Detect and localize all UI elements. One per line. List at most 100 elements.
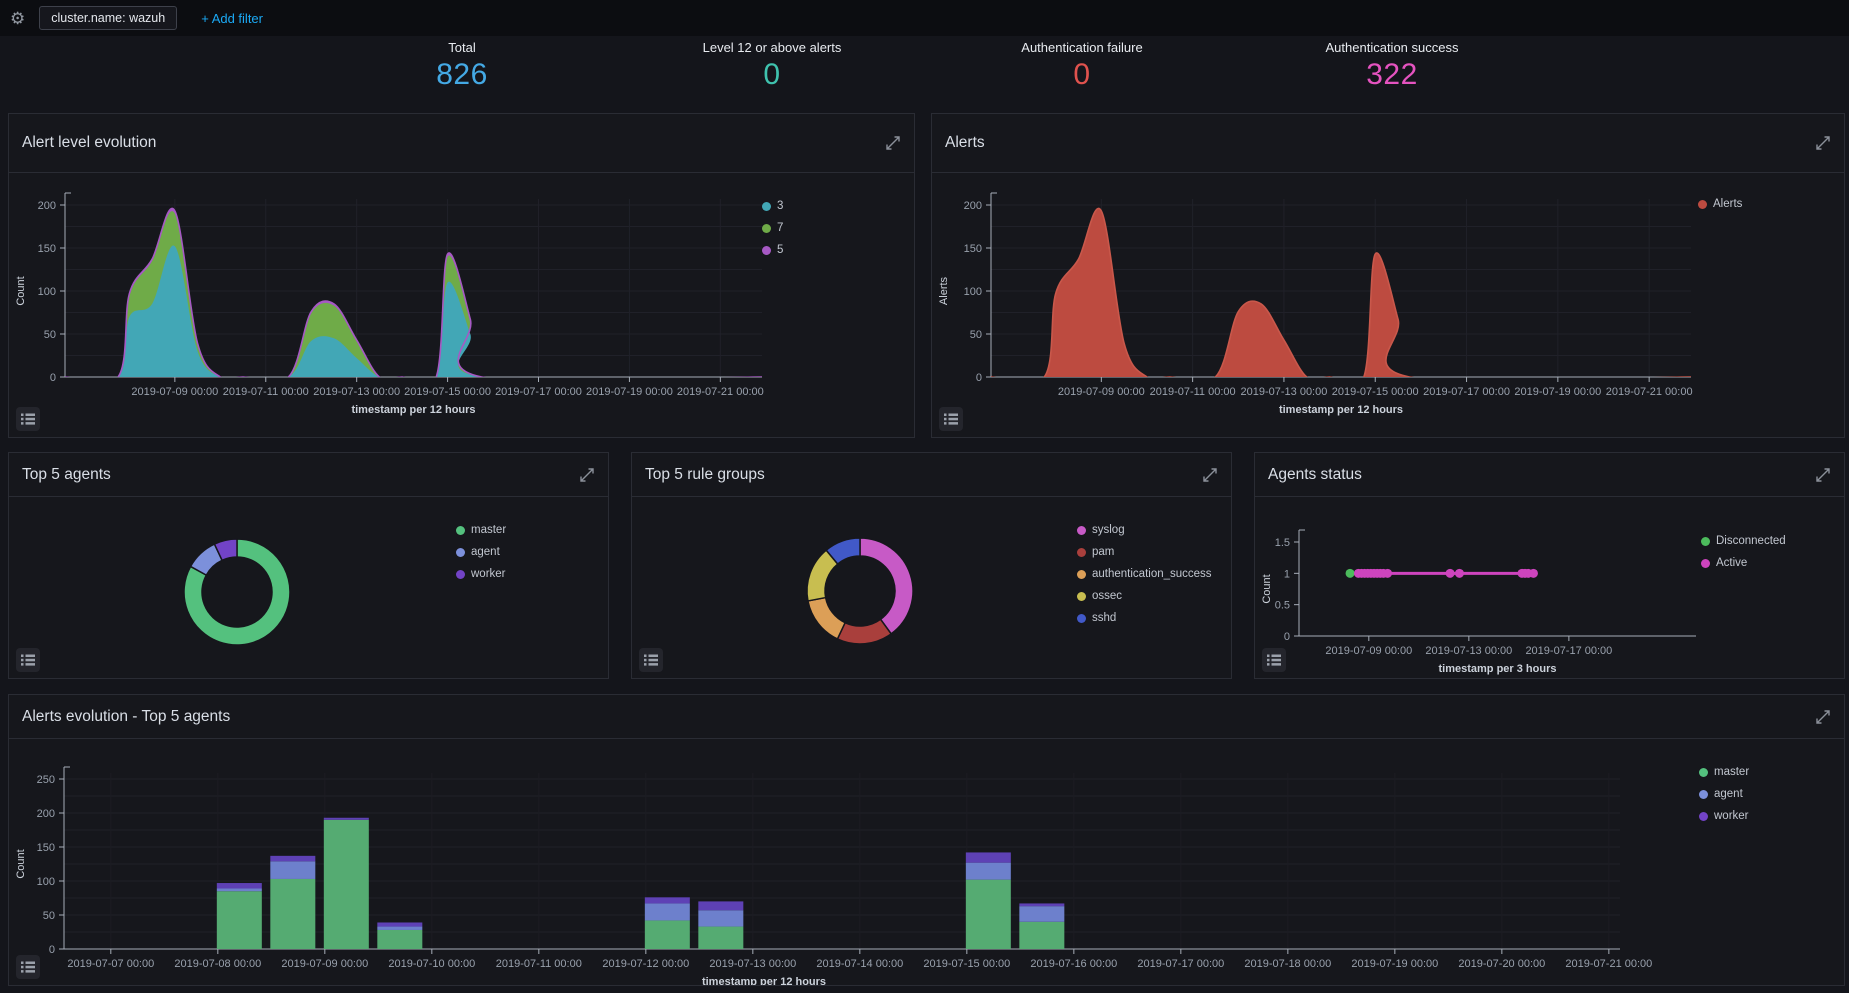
svg-text:Count: Count [1261, 574, 1273, 603]
legend-item[interactable]: master [1699, 761, 1749, 783]
legend-item[interactable]: authentication_success [1077, 563, 1212, 585]
legend-item[interactable]: Alerts [1698, 193, 1742, 215]
expand-panel-icon[interactable] [884, 134, 902, 152]
panel-agents-status: Agents status 2019-07-09 00:00 2019-07-13… [1254, 452, 1845, 679]
panel-header: Top 5 agents [9, 453, 608, 497]
panel-alert-level-evolution: Alert level evolution 2019-07-09 00:00 20… [8, 113, 915, 438]
svg-text:2019-07-17 00:00: 2019-07-17 00:00 [1525, 645, 1612, 657]
add-filter-button[interactable]: + Add filter [195, 10, 269, 27]
legend-toggle-button[interactable] [16, 955, 40, 979]
filter-pill-label: cluster.name: wazuh [51, 11, 166, 25]
svg-text:2019-07-21 00:00: 2019-07-21 00:00 [677, 386, 764, 398]
legend-item[interactable]: 7 [762, 217, 783, 239]
svg-text:2019-07-09 00:00: 2019-07-09 00:00 [1058, 386, 1145, 398]
legend-label: ossec [1092, 590, 1123, 602]
legend-item[interactable]: pam [1077, 541, 1212, 563]
expand-panel-icon[interactable] [578, 466, 596, 484]
legend-color-dot [1077, 613, 1086, 623]
panel-title: Alerts evolution - Top 5 agents [22, 707, 231, 725]
expand-panel-icon[interactable] [1201, 466, 1219, 484]
metric-level12-alerts: Level 12 or above alerts 0 [617, 40, 927, 92]
svg-text:100: 100 [964, 286, 982, 298]
metric-value: 322 [1366, 58, 1418, 91]
legend-label: 7 [777, 222, 784, 234]
settings-gear-icon[interactable]: ⚙ [6, 8, 29, 29]
expand-panel-icon[interactable] [1814, 708, 1832, 726]
svg-text:timestamp per 3 hours: timestamp per 3 hours [1439, 663, 1557, 675]
legend-toggle-button[interactable] [639, 648, 663, 672]
svg-text:timestamp per 12 hours: timestamp per 12 hours [702, 976, 826, 985]
panel-title: Agents status [1268, 465, 1362, 483]
svg-text:timestamp per 12 hours: timestamp per 12 hours [351, 404, 475, 416]
legend-label: authentication_success [1092, 568, 1212, 580]
panel-top5-rule-groups: Top 5 rule groups syslog pam authenticatio… [631, 452, 1232, 679]
svg-text:150: 150 [964, 243, 982, 255]
top5-agents-donut[interactable] [10, 501, 607, 677]
svg-text:200: 200 [964, 200, 982, 212]
legend-label: sshd [1092, 612, 1117, 624]
panel-header: Alerts [932, 114, 1844, 173]
panel-title: Top 5 rule groups [645, 465, 765, 483]
svg-text:2019-07-17 00:00: 2019-07-17 00:00 [495, 386, 582, 398]
legend-label: master [1714, 766, 1750, 778]
svg-text:2019-07-09 00:00: 2019-07-09 00:00 [281, 958, 368, 970]
panel-title: Alert level evolution [22, 134, 157, 151]
metric-total: Total 826 [307, 40, 617, 92]
svg-text:Count: Count [15, 849, 27, 878]
legend-item[interactable]: syslog [1077, 519, 1212, 541]
svg-text:2019-07-17 00:00: 2019-07-17 00:00 [1423, 386, 1510, 398]
legend-item[interactable]: Disconnected [1701, 530, 1786, 552]
legend-color-dot [1699, 767, 1708, 777]
svg-text:1: 1 [1284, 568, 1290, 580]
legend-toggle-button[interactable] [939, 407, 963, 431]
legend-item[interactable]: worker [456, 563, 506, 585]
legend-item[interactable]: 3 [762, 195, 783, 217]
legend-item[interactable]: agent [1699, 783, 1749, 805]
legend-label: pam [1092, 546, 1115, 558]
svg-text:0: 0 [976, 372, 982, 384]
legend-label: worker [1714, 810, 1749, 822]
legend-item[interactable]: Active [1701, 552, 1786, 574]
legend-item[interactable]: 5 [762, 239, 783, 261]
metric-label: Authentication success [1325, 40, 1459, 55]
metric-value: 0 [1073, 58, 1091, 91]
metric-label: Level 12 or above alerts [702, 40, 842, 55]
alerts-evolution-chart[interactable]: 2019-07-07 00:00 2019-07-08 00:00 2019-07-… [10, 743, 1843, 988]
svg-text:250: 250 [37, 774, 55, 786]
metric-label: Total [448, 40, 476, 55]
svg-text:2019-07-09 00:00: 2019-07-09 00:00 [1325, 645, 1412, 657]
panel-alerts: Alerts 2019-07-09 00:00 2019-07-11 00:00 2… [931, 113, 1845, 438]
panel-title: Alerts [945, 134, 985, 151]
filter-bar: ⚙ cluster.name: wazuh + Add filter [0, 0, 1849, 36]
svg-text:2019-07-17 00:00: 2019-07-17 00:00 [1137, 958, 1224, 970]
expand-panel-icon[interactable] [1814, 134, 1832, 152]
alerts-chart[interactable]: 2019-07-09 00:00 2019-07-11 00:00 2019-07-… [933, 174, 1843, 436]
svg-text:2019-07-19 00:00: 2019-07-19 00:00 [586, 386, 673, 398]
legend-color-dot [456, 525, 465, 535]
expand-panel-icon[interactable] [1814, 466, 1832, 484]
legend-item[interactable]: worker [1699, 805, 1749, 827]
svg-text:50: 50 [44, 329, 56, 341]
svg-text:2019-07-09 00:00: 2019-07-09 00:00 [131, 386, 218, 398]
chart-legend: Disconnected Active [1701, 530, 1786, 574]
legend-item[interactable]: agent [456, 541, 506, 563]
agents-status-chart[interactable]: 2019-07-09 00:00 2019-07-13 00:00 2019-07-… [1256, 501, 1843, 677]
svg-text:50: 50 [43, 910, 55, 922]
metrics-row: Total 826 Level 12 or above alerts 0 Aut… [307, 40, 1547, 92]
legend-toggle-button[interactable] [16, 407, 40, 431]
legend-color-dot [1701, 536, 1710, 546]
alert-level-evolution-chart[interactable]: 2019-07-09 00:00 2019-07-11 00:00 2019-07-… [10, 174, 913, 436]
legend-item[interactable]: ossec [1077, 585, 1212, 607]
svg-text:150: 150 [37, 842, 55, 854]
panel-header: Top 5 rule groups [632, 453, 1231, 497]
top5-rule-groups-donut[interactable] [633, 501, 1230, 677]
legend-toggle-button[interactable] [1262, 648, 1286, 672]
legend-toggle-button[interactable] [16, 648, 40, 672]
legend-item[interactable]: sshd [1077, 607, 1212, 629]
svg-text:2019-07-13 00:00: 2019-07-13 00:00 [1241, 386, 1328, 398]
legend-label: 3 [777, 200, 784, 212]
metric-value: 826 [436, 58, 488, 91]
legend-item[interactable]: master [456, 519, 506, 541]
filter-pill[interactable]: cluster.name: wazuh [39, 6, 178, 30]
